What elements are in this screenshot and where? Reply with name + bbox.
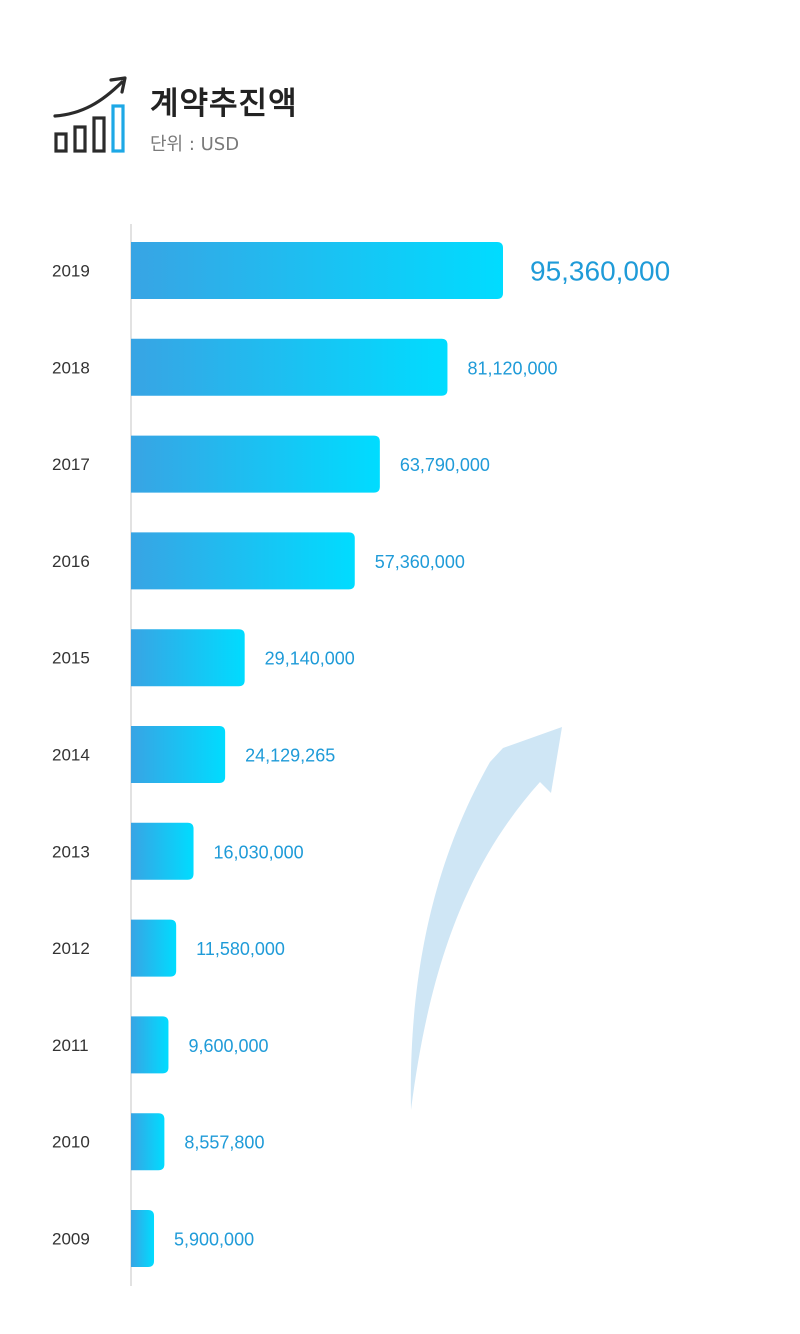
bar-2010: [131, 1113, 165, 1171]
bar-2017: [131, 435, 380, 493]
value-label-2013: 16,030,000: [214, 842, 304, 862]
value-label-2016: 57,360,000: [375, 552, 465, 572]
year-label-2011: 2011: [52, 1036, 89, 1055]
value-label-2015: 29,140,000: [265, 649, 355, 669]
bar-2018: [131, 338, 448, 396]
year-label-2012: 2012: [52, 939, 90, 958]
value-label-2009: 5,900,000: [174, 1230, 254, 1250]
bar-2012: [131, 919, 177, 977]
bar-2015: [131, 629, 245, 687]
chart-header: 계약추진액 단위 : USD: [52, 74, 452, 158]
year-label-2014: 2014: [52, 746, 90, 765]
value-label-2019: 95,360,000: [530, 256, 670, 287]
year-label-2013: 2013: [52, 842, 90, 861]
value-label-2018: 81,120,000: [467, 358, 557, 378]
bar-2016: [131, 532, 355, 590]
chart-title: 계약추진액: [150, 86, 298, 122]
value-label-2011: 9,600,000: [188, 1036, 268, 1056]
value-label-2014: 24,129,265: [245, 746, 335, 766]
year-label-2018: 2018: [52, 358, 90, 377]
bar-2014: [131, 726, 226, 783]
year-label-2019: 2019: [52, 262, 90, 281]
year-label-2017: 2017: [52, 455, 90, 474]
value-label-2010: 8,557,800: [184, 1133, 264, 1153]
bar-2013: [131, 822, 194, 880]
year-label-2016: 2016: [52, 552, 90, 571]
value-label-2017: 63,790,000: [400, 455, 490, 475]
bar-2011: [131, 1016, 169, 1074]
growth-chart-icon: [53, 76, 127, 153]
trend-arrow-decoration: [410, 727, 562, 1110]
unit-label: 단위 : USD: [150, 134, 240, 155]
trend-arrow-icon: [53, 80, 124, 118]
year-label-2010: 2010: [52, 1133, 90, 1152]
bar-2019: [131, 242, 503, 299]
year-label-2015: 2015: [52, 649, 90, 668]
value-label-2012: 11,580,000: [196, 939, 285, 959]
bar-2009: [131, 1210, 155, 1267]
year-label-2009: 2009: [52, 1230, 90, 1249]
